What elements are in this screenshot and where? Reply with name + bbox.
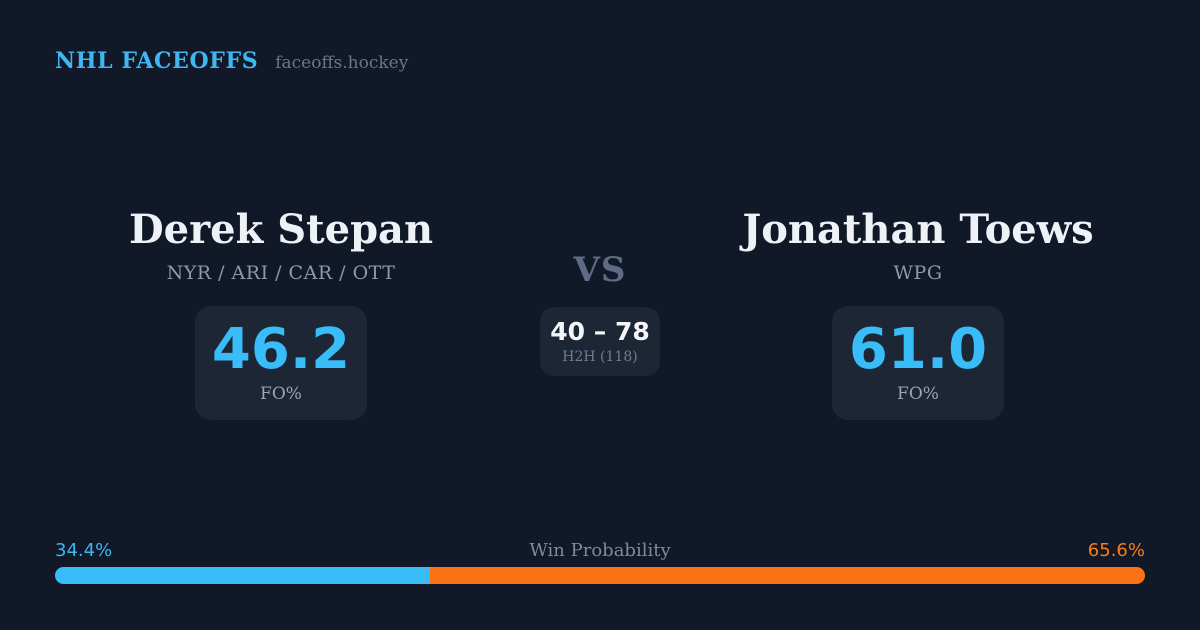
win-probability-right-percent: 65.6% [1087, 540, 1145, 561]
brand-title: NHL FACEOFFS [55, 48, 259, 74]
player-right-teams: WPG [893, 262, 943, 284]
win-probability-title: Win Probability [529, 540, 671, 561]
player-right-fo-value: 61.0 [848, 317, 988, 382]
player-left-column: Derek Stepan NYR / ARI / CAR / OTT 46.2 … [80, 208, 482, 420]
player-left-teams: NYR / ARI / CAR / OTT [166, 262, 396, 284]
player-right-column: Jonathan Toews WPG 61.0 FO% [717, 208, 1119, 420]
win-bar-left-segment [55, 567, 430, 584]
player-left-fo-value: 46.2 [211, 317, 351, 382]
win-probability-labels: 34.4% Win Probability 65.6% [55, 540, 1145, 561]
vs-label: VS [573, 250, 627, 290]
h2h-box: 40 – 78 H2H (118) [540, 307, 660, 376]
player-right-name: Jonathan Toews [742, 206, 1094, 253]
player-right-fo-label: FO% [897, 384, 939, 404]
win-probability-bar [55, 567, 1145, 584]
player-right-stat-box: 61.0 FO% [832, 306, 1004, 420]
player-left-stat-box: 46.2 FO% [195, 306, 367, 420]
header: NHL FACEOFFS faceoffs.hockey [55, 48, 408, 74]
h2h-label: H2H (118) [562, 348, 638, 365]
brand-domain: faceoffs.hockey [275, 53, 409, 73]
win-probability-left-percent: 34.4% [55, 540, 113, 561]
win-bar-right-segment [429, 567, 1145, 584]
h2h-score: 40 – 78 [550, 317, 650, 347]
player-left-fo-label: FO% [260, 384, 302, 404]
player-left-name: Derek Stepan [128, 206, 434, 253]
